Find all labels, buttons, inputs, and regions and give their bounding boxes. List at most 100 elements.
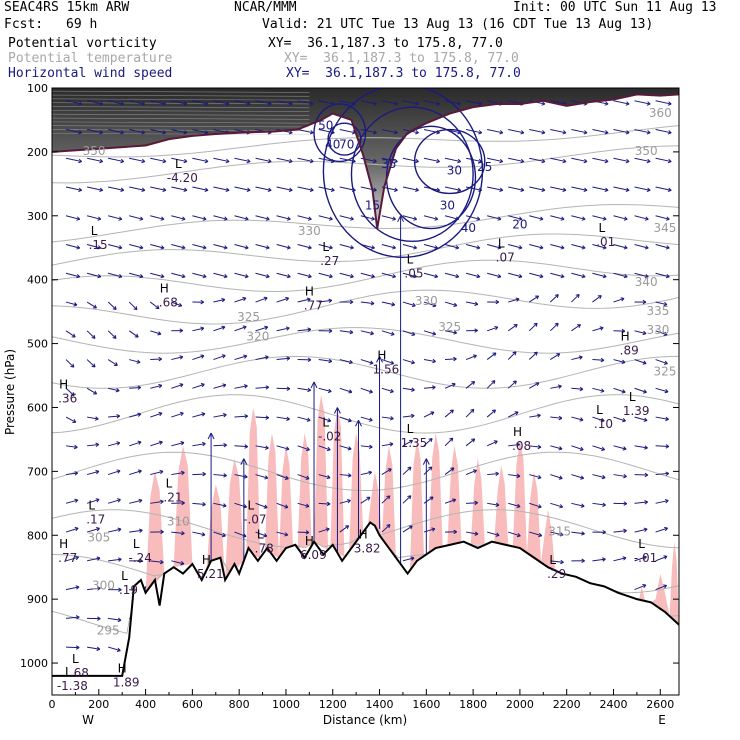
wind-vector (65, 301, 78, 306)
wind-vector (108, 129, 124, 134)
wind-vector (192, 157, 209, 163)
wind-vector (466, 531, 479, 535)
wind-vector (339, 445, 352, 450)
wind-vector-head (284, 532, 289, 537)
pv-shade-streak (52, 98, 310, 101)
wind-vector-head (246, 187, 251, 192)
wind-vector-head (307, 216, 312, 221)
wind-vector-head (99, 187, 104, 192)
wind-vector (592, 558, 606, 562)
wind-vector (213, 272, 228, 278)
wind-vector-head (243, 474, 248, 479)
wind-vector (318, 272, 333, 278)
wind-speed-label: 40 (461, 221, 476, 235)
extremum-marker: L (72, 652, 79, 666)
wind-vector-head (309, 158, 314, 164)
wind-vector (255, 297, 268, 303)
wind-vector (255, 356, 269, 361)
wind-vector-head (431, 385, 436, 390)
wind-vector (529, 502, 542, 508)
extremum-value: 6.09 (300, 548, 327, 562)
wind-vector (465, 469, 477, 476)
wind-vector (65, 586, 80, 591)
wind-vector-head (118, 216, 123, 221)
extremum-value: .07 (496, 251, 515, 265)
wind-vector-head (368, 417, 373, 422)
wind-vector-head (350, 245, 354, 250)
wind-vector (234, 100, 251, 105)
wind-vector-head (597, 295, 602, 300)
wind-vector-head (497, 216, 502, 221)
wind-vector (655, 129, 672, 134)
wind-vector-head (516, 532, 521, 538)
wind-vector-head (581, 531, 585, 536)
wind-vector (508, 215, 523, 220)
wind-vector-head (328, 298, 333, 303)
wind-vector (192, 272, 207, 278)
wind-vector-head (472, 469, 477, 474)
wind-vector (65, 556, 79, 562)
wind-vector-head (579, 446, 584, 451)
isentrope-line (52, 451, 679, 491)
wind-vector-head (74, 471, 79, 476)
updraft-vector-head (397, 215, 405, 223)
wind-vector-head (265, 216, 270, 221)
wind-vector-head (476, 245, 481, 250)
wind-vector-head (537, 413, 541, 418)
wind-vector-head (541, 101, 546, 106)
wind-vector (171, 301, 182, 307)
extremum-marker: H (305, 285, 314, 299)
extremum-marker: H (202, 553, 211, 567)
wind-vector-head (457, 130, 462, 135)
wind-vector (297, 100, 314, 105)
wind-vector-head (112, 334, 117, 339)
pv-shade-streak (52, 106, 310, 109)
wind-vector (465, 408, 475, 418)
terrain-line (52, 521, 679, 677)
wind-vector (444, 272, 459, 278)
wind-vector-head (326, 446, 331, 452)
wind-vector-head (667, 130, 672, 135)
wind-vector (444, 244, 459, 249)
wind-vector-head (116, 413, 121, 419)
wind-vector (613, 244, 628, 249)
wind-vector-head (434, 216, 439, 221)
wind-vector-head (134, 333, 139, 338)
wind-vector (65, 359, 75, 368)
center-label: NCAR/MMM (234, 0, 297, 15)
wind-speed-contour (322, 88, 484, 258)
wind-vector (529, 445, 542, 448)
wind-vector-head (665, 471, 670, 476)
wind-vector-head (457, 187, 462, 192)
wind-vector (65, 215, 80, 220)
wind-vector-head (139, 216, 144, 221)
pv-shade-streak (52, 90, 310, 93)
wind-vector-head (512, 380, 517, 385)
wind-vector (402, 359, 415, 364)
wind-vector-head (394, 158, 398, 164)
wind-vector-head (141, 158, 146, 164)
wind-vector (550, 445, 563, 450)
wind-vector-head (538, 532, 543, 538)
wind-vector-head (347, 473, 352, 478)
wind-vector-head (137, 440, 142, 445)
wind-speed-contour (413, 128, 486, 195)
wind-vector-head (533, 322, 538, 327)
wind-vector-head (492, 352, 497, 357)
wind-vector (634, 330, 647, 335)
y-tick-label: 500 (27, 338, 48, 351)
pv-shade-streak (52, 117, 310, 120)
wind-vector (108, 387, 120, 392)
wind-vector (508, 272, 523, 278)
wind-vector (402, 557, 415, 562)
wind-vector (150, 129, 167, 134)
wind-vector-head (394, 187, 398, 192)
wind-vector (108, 442, 120, 447)
wind-vector-head (267, 101, 272, 106)
wind-vector (423, 496, 434, 504)
wind-vector-head (575, 293, 580, 298)
wind-vector-head (515, 297, 520, 302)
wind-vector (107, 330, 117, 339)
isentrope-label: 315 (548, 524, 571, 538)
wind-vector (423, 129, 440, 134)
